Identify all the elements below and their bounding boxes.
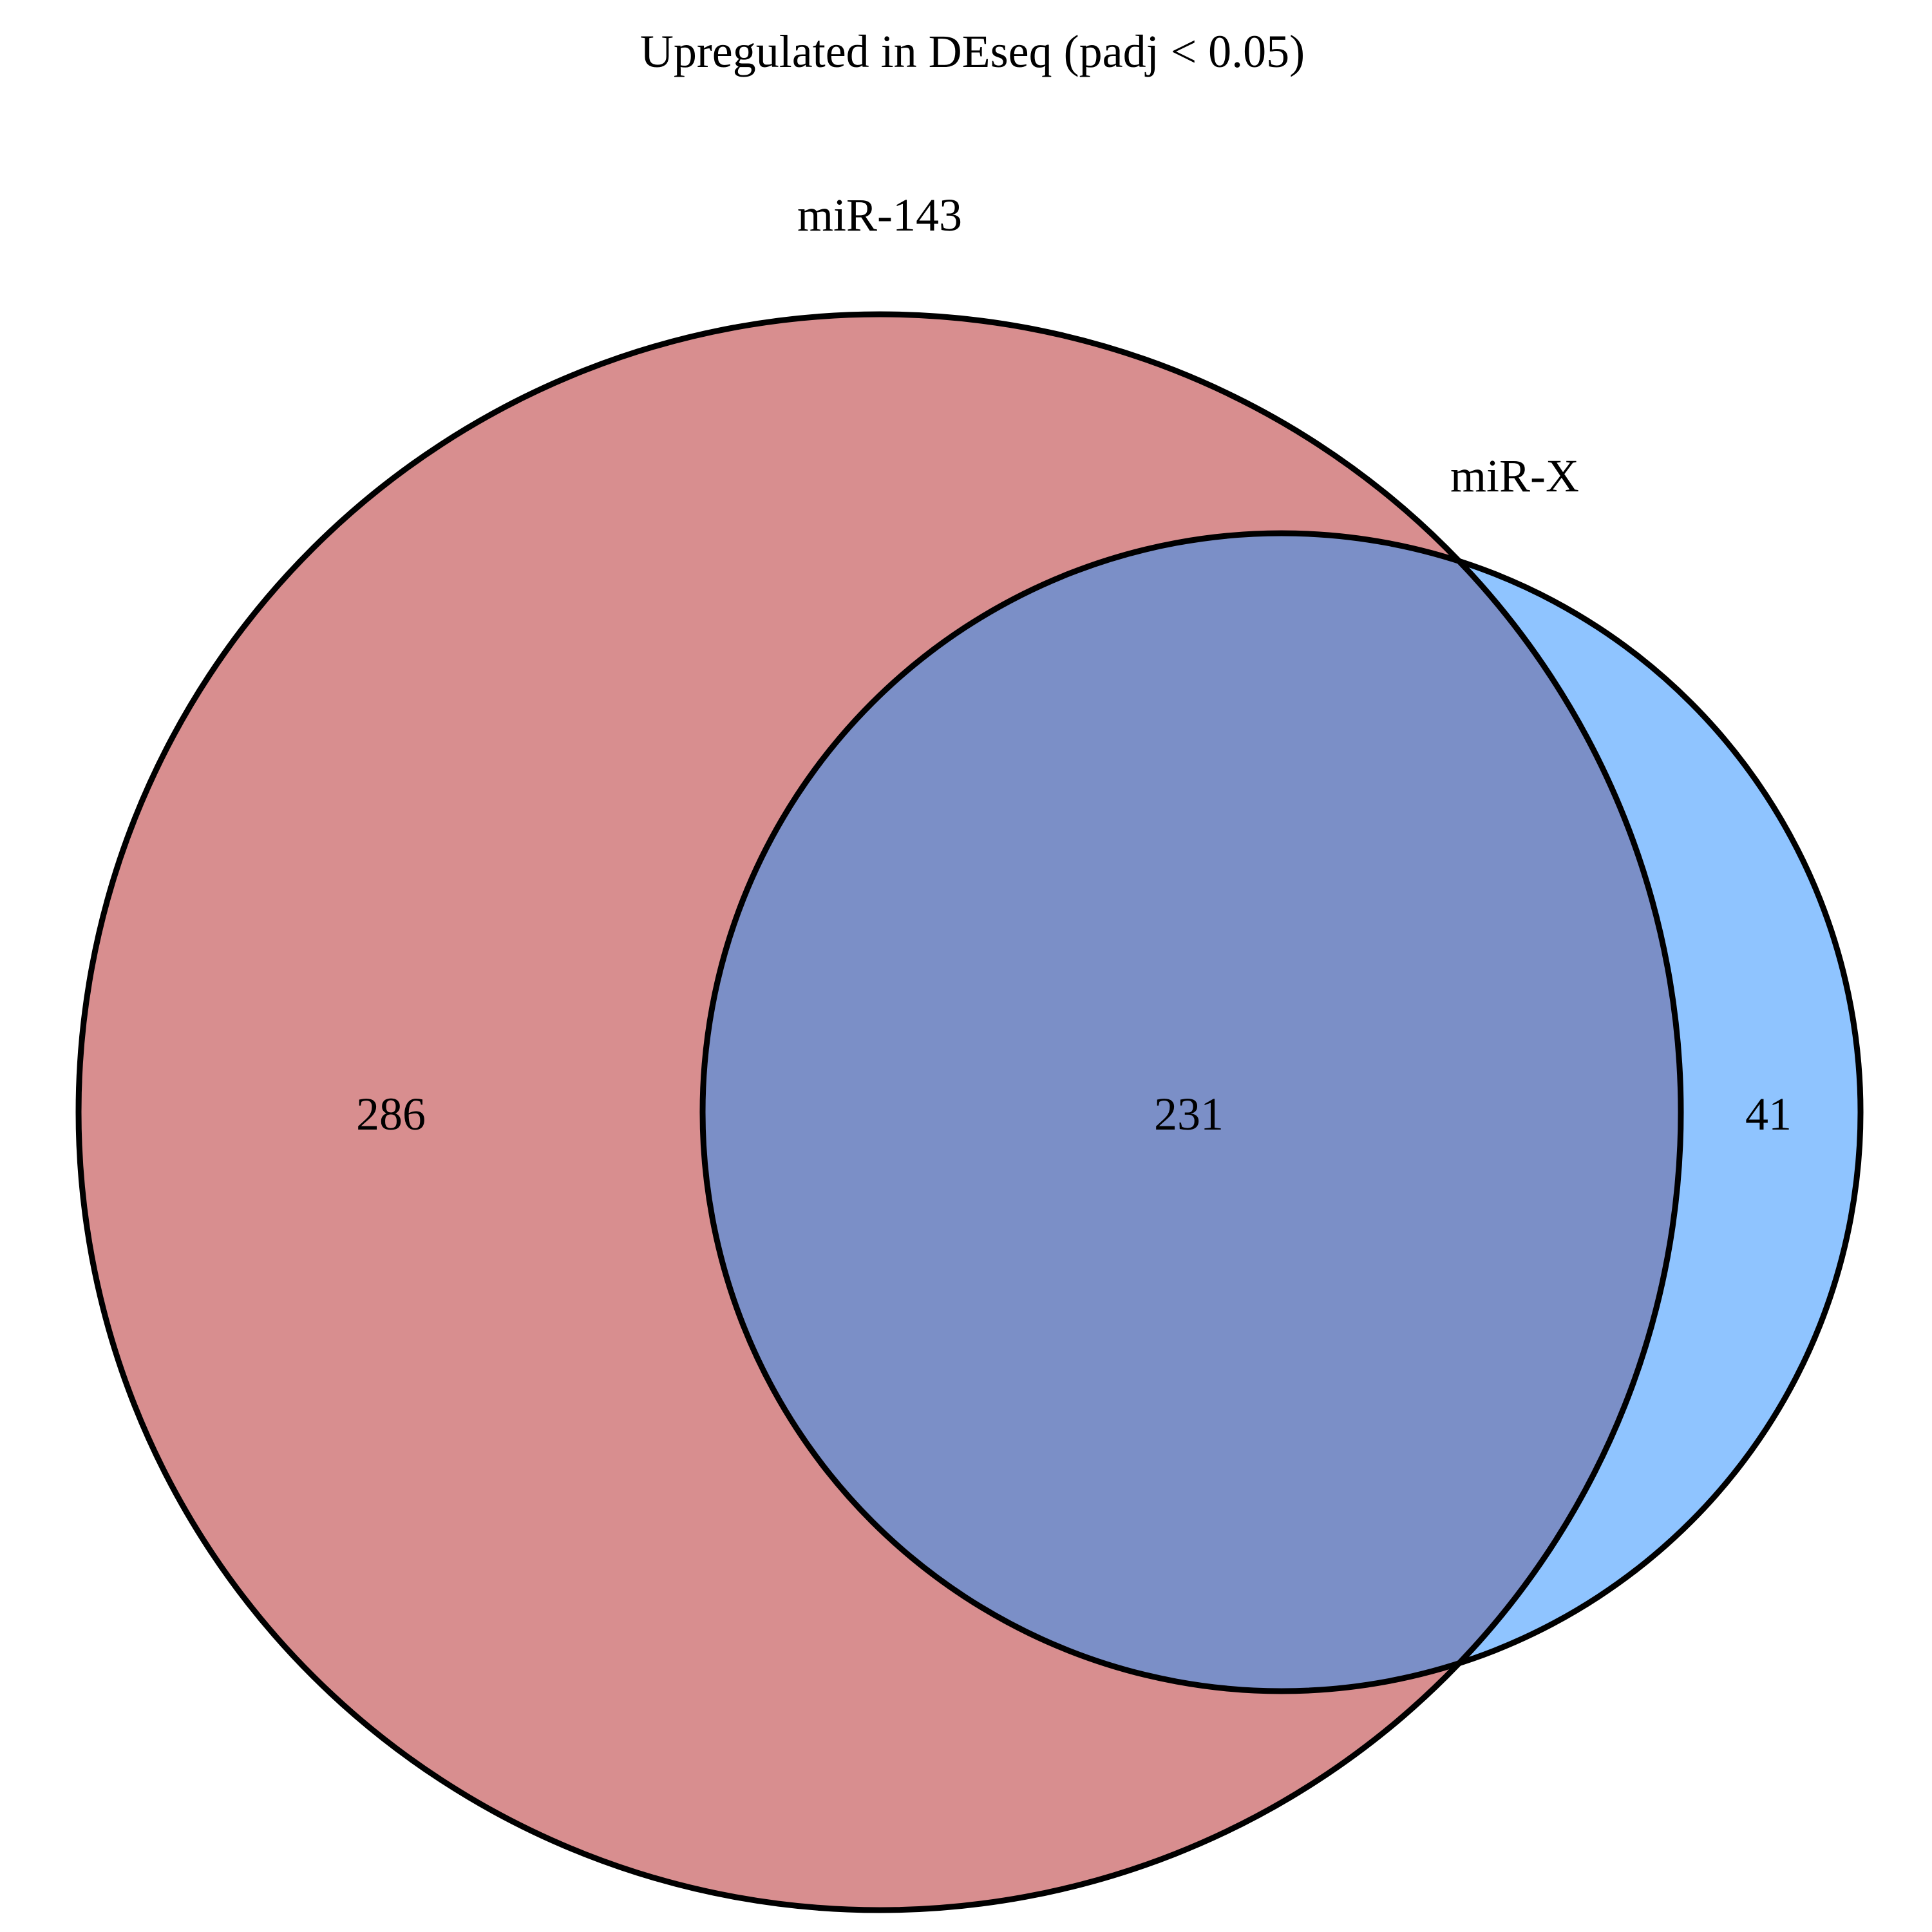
set-b-outline	[699, 530, 1864, 1694]
set-a-label: miR-143	[797, 189, 962, 241]
set-b-label: miR-X	[1450, 450, 1579, 502]
count-overlap: 231	[1154, 1088, 1224, 1140]
overlap-region	[703, 533, 1681, 1691]
count-only-a: 286	[356, 1088, 426, 1140]
count-only-b: 41	[1745, 1088, 1792, 1140]
diagram-title: Upregulated in DEseq (padj < 0.05)	[640, 26, 1305, 77]
set-a-outline	[75, 311, 1684, 1913]
